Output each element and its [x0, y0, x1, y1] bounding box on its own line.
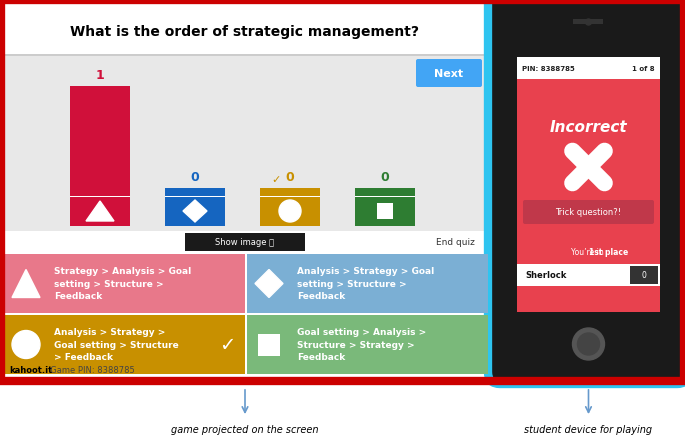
Text: Goal setting > Analysis >
Structure > Strategy >
Feedback: Goal setting > Analysis > Structure > St… [297, 328, 426, 362]
FancyBboxPatch shape [3, 55, 487, 57]
Polygon shape [255, 270, 283, 298]
FancyBboxPatch shape [3, 57, 487, 231]
Text: kahoot.it: kahoot.it [9, 365, 52, 374]
Text: Game PIN: 8388785: Game PIN: 8388785 [45, 365, 135, 374]
FancyBboxPatch shape [355, 197, 415, 198]
FancyBboxPatch shape [630, 266, 658, 284]
FancyBboxPatch shape [260, 189, 320, 197]
Polygon shape [86, 201, 114, 222]
FancyBboxPatch shape [70, 197, 130, 198]
Text: PIN: 8388785: PIN: 8388785 [522, 66, 575, 72]
Polygon shape [183, 201, 207, 223]
FancyBboxPatch shape [517, 80, 660, 312]
FancyBboxPatch shape [523, 201, 654, 225]
Text: student device for playing: student device for playing [525, 424, 653, 434]
FancyBboxPatch shape [573, 20, 603, 25]
FancyBboxPatch shape [165, 189, 225, 197]
FancyBboxPatch shape [377, 204, 393, 219]
Text: Analysis > Strategy >
Goal setting > Structure
> Feedback: Analysis > Strategy > Goal setting > Str… [54, 328, 179, 362]
FancyBboxPatch shape [165, 197, 225, 198]
Text: 0: 0 [286, 171, 295, 184]
FancyBboxPatch shape [355, 189, 415, 197]
Text: 1st place: 1st place [589, 248, 628, 257]
Circle shape [586, 20, 592, 26]
FancyBboxPatch shape [260, 197, 320, 198]
FancyBboxPatch shape [70, 197, 130, 226]
Text: 0: 0 [381, 171, 389, 184]
Circle shape [577, 333, 599, 355]
Text: 1: 1 [96, 69, 104, 82]
Text: ✓: ✓ [271, 175, 281, 184]
Text: Next: Next [434, 69, 464, 79]
FancyBboxPatch shape [416, 60, 482, 88]
FancyBboxPatch shape [3, 3, 487, 379]
FancyBboxPatch shape [0, 0, 685, 382]
Text: 0: 0 [190, 171, 199, 184]
Text: Strategy > Analysis > Goal
setting > Structure >
Feedback: Strategy > Analysis > Goal setting > Str… [54, 267, 191, 301]
FancyBboxPatch shape [517, 58, 660, 80]
Text: ✓: ✓ [219, 335, 235, 354]
Text: You’re in: You’re in [571, 248, 606, 257]
FancyBboxPatch shape [4, 254, 245, 313]
Circle shape [12, 331, 40, 359]
FancyBboxPatch shape [258, 334, 280, 356]
Text: What is the order of strategic management?: What is the order of strategic managemen… [71, 25, 419, 39]
FancyBboxPatch shape [185, 233, 305, 251]
Text: Analysis > Strategy > Goal
setting > Structure >
Feedback: Analysis > Strategy > Goal setting > Str… [297, 267, 434, 301]
Text: End quiz: End quiz [436, 238, 475, 247]
Circle shape [279, 201, 301, 223]
Text: Incorrect: Incorrect [549, 120, 627, 135]
FancyBboxPatch shape [165, 197, 225, 226]
Text: Sherlock: Sherlock [525, 271, 566, 280]
Text: Trick question?!: Trick question?! [556, 208, 621, 217]
FancyBboxPatch shape [4, 315, 245, 374]
FancyBboxPatch shape [70, 87, 130, 197]
FancyBboxPatch shape [247, 254, 488, 313]
Circle shape [573, 328, 604, 360]
Text: Show image ⌖: Show image ⌖ [216, 238, 275, 247]
Text: 0: 0 [642, 271, 647, 280]
FancyBboxPatch shape [517, 265, 660, 286]
Text: game projected on the screen: game projected on the screen [171, 424, 319, 434]
FancyBboxPatch shape [260, 197, 320, 226]
FancyBboxPatch shape [355, 197, 415, 226]
Text: 1 of 8: 1 of 8 [632, 66, 655, 72]
FancyBboxPatch shape [247, 315, 488, 374]
Polygon shape [12, 270, 40, 298]
FancyBboxPatch shape [488, 0, 685, 384]
